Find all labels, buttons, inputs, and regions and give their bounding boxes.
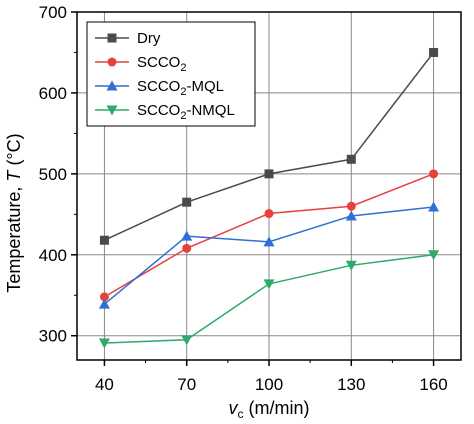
data-point [99,292,109,302]
legend-item: SCCO2 [95,54,186,74]
legend-label: SCCO2-NMQL [137,102,235,122]
legend-item: Dry [95,30,161,47]
data-point [182,243,192,253]
data-point [346,154,356,164]
legend-label: SCCO2-MQL [137,78,224,98]
data-point [264,169,274,179]
data-point [428,201,440,212]
y-axis-title-prefix: Temperature, [4,182,24,293]
series-3 [98,201,440,309]
data-point [429,47,439,57]
data-point [98,338,110,349]
y-tick-label: 700 [39,3,67,22]
y-axis-title-unit: (°C) [4,133,24,170]
legend-label-main: Dry [137,30,161,47]
x-axis-title-sub: c [238,407,244,421]
y-tick-label: 600 [39,84,67,103]
x-axis-title-unit: (m/min) [244,398,310,418]
legend-label-sub: 2 [180,62,186,74]
y-tick-label: 500 [39,165,67,184]
data-point [98,298,110,309]
legend-label-suffix: -MQL [186,78,224,95]
data-point [181,230,193,241]
data-point [428,250,440,261]
legend-marker [107,33,117,43]
x-tick-label: 40 [95,375,114,394]
x-axis-title: vc (m/min) [229,398,310,421]
x-tick-label: 100 [255,375,283,394]
legend-label-main: SCCO [137,102,180,119]
legend-label-main: SCCO [137,54,180,71]
legend-label-sub: 2 [180,86,186,98]
legend-label-suffix: -NMQL [186,102,234,119]
data-point [99,235,109,245]
data-point [263,279,275,290]
data-point [345,260,357,271]
series-4 [98,250,440,349]
series-layer [98,47,440,349]
y-axis-title: Temperature, T (°C) [4,133,24,292]
series-2 [99,169,439,302]
legend-item: SCCO2-NMQL [95,102,235,122]
data-point [263,236,275,247]
data-point [181,335,193,346]
legend-item: SCCO2-MQL [95,78,224,98]
y-tick-label: 300 [39,327,67,346]
ticks: 40 70 100 130 160 300 400 500 600 700 [39,3,448,394]
legend-label: SCCO2 [137,54,186,74]
y-axis-title-var: T [4,169,24,182]
data-point [264,209,274,219]
legend-label-main: SCCO [137,78,180,95]
x-tick-label: 130 [337,375,365,394]
legend-marker [106,105,118,116]
x-tick-label: 70 [177,375,196,394]
legend-marker [106,80,118,91]
data-point [345,210,357,221]
x-tick-label: 160 [419,375,447,394]
legend-label: Dry [137,30,161,47]
data-point [429,169,439,179]
x-axis-title-var: v [229,398,239,418]
data-point [346,201,356,211]
data-point [182,197,192,207]
legend-marker [107,57,117,67]
series-1 [99,47,439,245]
y-tick-label: 400 [39,246,67,265]
legend-label-sub: 2 [180,110,186,122]
